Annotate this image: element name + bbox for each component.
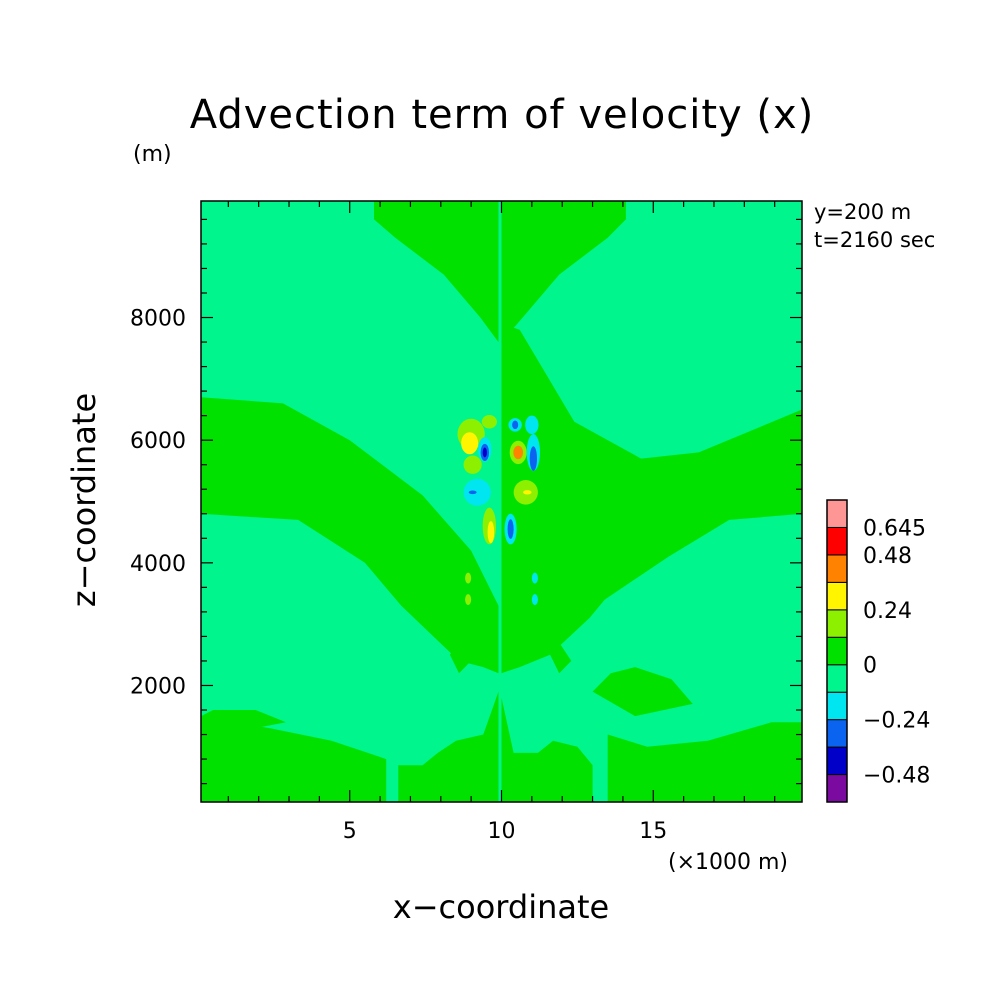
contour-cell-15	[468, 490, 477, 495]
contour-cell-17	[523, 490, 532, 495]
colorbar-swatch	[826, 664, 848, 693]
contour-cell-5	[482, 447, 487, 458]
contour-cell-12	[529, 446, 538, 471]
contour-cell-25	[531, 594, 538, 606]
contour-region-5	[398, 691, 499, 802]
contour-cell-14	[463, 478, 491, 506]
contour-region-12	[201, 752, 368, 796]
contour-cell-8	[513, 445, 524, 460]
annotation-time: t=2160 sec	[814, 228, 936, 252]
colorbar-swatch	[826, 554, 848, 583]
colorbar-swatch	[826, 526, 848, 556]
x-axis: 5 10 15	[227, 201, 776, 844]
contour-region-3	[201, 397, 499, 674]
contour-cell-21	[507, 519, 514, 539]
contour-cell-24	[531, 572, 538, 584]
x-axis-label: x−coordinate	[392, 888, 610, 926]
colorbar-label: 0	[863, 654, 877, 679]
contour-cell-2	[463, 455, 482, 474]
annotation-y-position: y=200 m	[814, 200, 912, 224]
contour-region-10	[550, 642, 572, 674]
y-axis-unit: (m)	[133, 142, 172, 167]
contour-region-0	[374, 201, 499, 343]
colorbar-border	[826, 499, 848, 803]
contour-region-2	[501, 323, 802, 674]
y-tick-label: 8000	[130, 307, 186, 332]
contour-region-9	[592, 667, 693, 717]
colorbar-swatch	[826, 581, 848, 611]
colorbar: 0.645 0.48 0.24 0 −0.24 −0.48	[826, 499, 930, 803]
contour-region-8	[201, 710, 286, 735]
x-tick-label: 5	[343, 819, 357, 844]
contour-cell-6	[481, 415, 497, 429]
contour-region-1	[501, 201, 626, 343]
y-tick-label: 4000	[130, 552, 186, 577]
contour-cell-22	[465, 572, 472, 584]
contour-cell-13	[525, 415, 539, 435]
colorbar-swatch	[826, 499, 848, 528]
colorbar-swatch	[826, 691, 848, 721]
contour-region-6	[607, 722, 802, 802]
colorbar-swatch	[826, 609, 848, 638]
colorbar-swatch	[826, 719, 848, 748]
contour-cell-23	[465, 594, 472, 606]
x-axis-unit: (×1000 m)	[668, 850, 789, 875]
y-axis: 2000 4000 6000 8000	[130, 218, 802, 785]
colorbar-label: −0.24	[863, 709, 930, 734]
colorbar-swatch	[826, 746, 848, 776]
colorbar-label: 0.645	[863, 516, 926, 541]
colorbar-label: 0.24	[863, 599, 912, 624]
contour-cell-19	[487, 521, 495, 544]
chart-title: Advection term of velocity (x)	[189, 92, 815, 138]
colorbar-swatch	[826, 774, 848, 803]
plot-area	[201, 201, 802, 802]
contour-cell-1	[461, 432, 479, 455]
y-tick-label: 6000	[130, 429, 186, 454]
contour-region-4	[501, 673, 593, 802]
contour-region-11	[449, 642, 472, 674]
colorbar-swatch	[826, 636, 848, 666]
contour-cell-10	[512, 420, 519, 430]
x-tick-label: 15	[639, 819, 667, 844]
x-tick-label: 10	[488, 819, 516, 844]
y-tick-label: 2000	[130, 674, 186, 699]
colorbar-label: 0.48	[863, 544, 912, 569]
colorbar-label: −0.48	[863, 764, 930, 789]
